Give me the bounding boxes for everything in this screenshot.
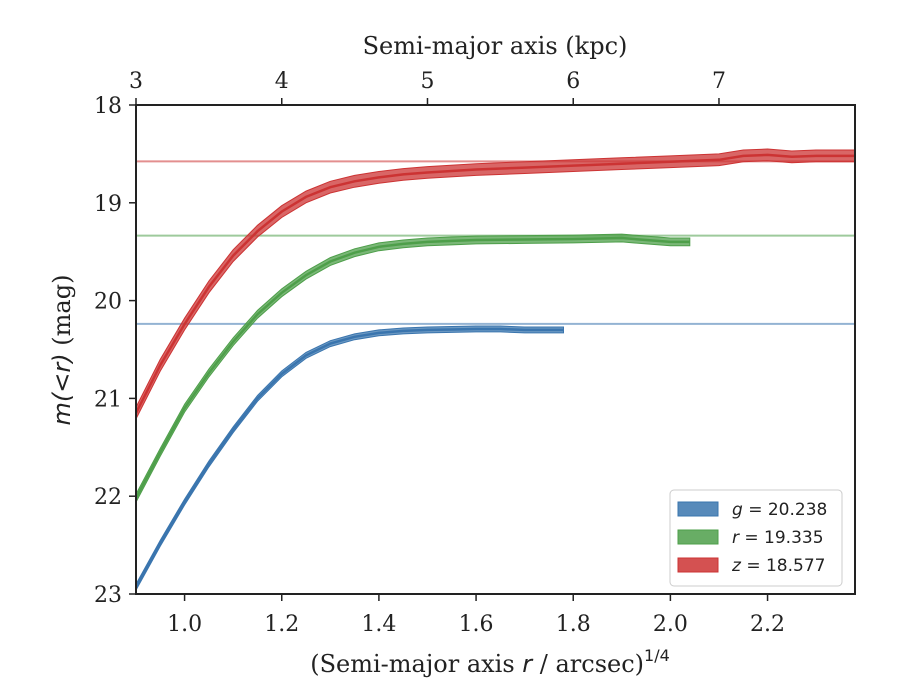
x-tick-label: 1.6	[459, 612, 494, 637]
x-tick-label: 2.2	[750, 612, 785, 637]
axes-layer: 1.0 1.2 1.4 1.6 1.8 2.0 2.2 18 19 20 21 22 23 3 4 5 6 7	[94, 69, 856, 637]
series-layer	[136, 148, 855, 591]
x-tick-label: 1.0	[167, 612, 202, 637]
x-tick-label: 1.8	[556, 612, 591, 637]
legend-label-z: z = 18.577	[731, 556, 825, 576]
y-tick-label: 23	[94, 583, 122, 608]
series-g-band	[136, 325, 564, 591]
legend-swatch-z	[677, 557, 719, 573]
legend-label-g: g = 20.238	[732, 500, 827, 520]
y-tick-label: 18	[94, 94, 122, 119]
x-tick-label: 1.4	[361, 612, 396, 637]
y-tick-label: 19	[94, 192, 122, 217]
legend-swatch-g	[677, 501, 719, 517]
top-x-tick-label: 4	[275, 69, 289, 94]
series-z-band	[136, 148, 855, 420]
top-x-tick-label: 5	[420, 69, 434, 94]
series-g-line	[136, 327, 564, 588]
top-axis-title: Semi-major axis (kpc)	[363, 32, 628, 60]
plot-frame	[135, 104, 856, 595]
y-tick-label: 20	[94, 290, 122, 315]
top-x-tick-label: 3	[129, 69, 143, 94]
series-r-line	[136, 236, 690, 499]
top-x-tick-label: 7	[712, 69, 726, 94]
y-tick-label: 22	[94, 485, 122, 510]
y-axis-title: m(<r) (mag)	[48, 275, 76, 426]
y-tick-label: 21	[94, 387, 122, 412]
top-x-tick-label: 6	[566, 69, 580, 94]
x-tick-label: 1.2	[264, 612, 299, 637]
series-r-band	[136, 233, 691, 503]
legend-label-r: r = 19.335	[732, 528, 824, 548]
legend: g = 20.238 r = 19.335 z = 18.577	[669, 489, 843, 587]
legend-swatch-r	[677, 529, 719, 545]
x-tick-label: 2.0	[653, 612, 688, 637]
series-z-line	[136, 153, 855, 414]
x-axis-title: (Semi-major axis r / arcsec)1/4	[310, 646, 670, 678]
